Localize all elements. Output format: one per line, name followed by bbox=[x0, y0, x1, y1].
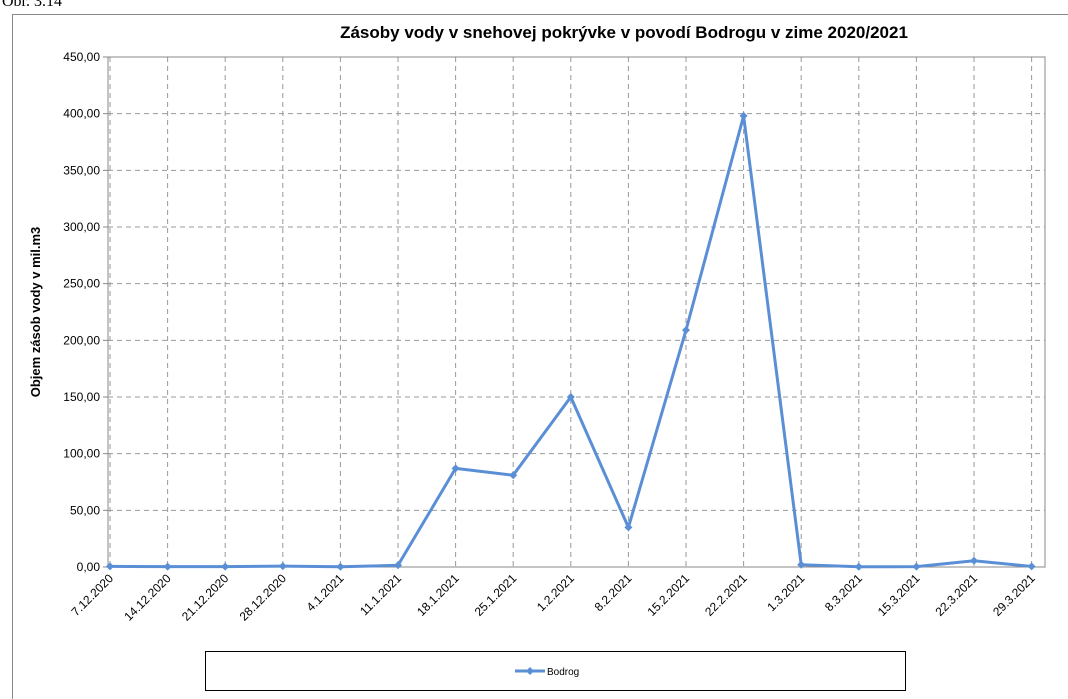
y-tick-label: 150,00 bbox=[63, 390, 100, 404]
x-tick-label: 28.12.2020 bbox=[237, 571, 290, 624]
x-tick-label: 29.3.2021 bbox=[990, 571, 1038, 619]
y-tick-label: 50,00 bbox=[70, 503, 100, 517]
x-tick-label: 22.2.2021 bbox=[702, 571, 750, 619]
x-tick-label: 1.2.2021 bbox=[534, 571, 577, 614]
plot-area bbox=[107, 56, 1046, 568]
x-tick-label: 11.1.2021 bbox=[357, 571, 404, 618]
x-tick-label: 25.1.2021 bbox=[472, 571, 520, 619]
y-tick-label: 400,00 bbox=[63, 107, 100, 121]
legend-box bbox=[205, 651, 906, 691]
x-tick-label: 18.1.2021 bbox=[414, 571, 462, 619]
data-point bbox=[854, 562, 863, 571]
x-tick-label: 15.3.2021 bbox=[875, 571, 923, 619]
data-point bbox=[451, 464, 460, 473]
data-point bbox=[739, 111, 748, 120]
data-point bbox=[509, 471, 518, 480]
data-point bbox=[797, 560, 806, 569]
y-tick-label: 250,00 bbox=[63, 277, 100, 291]
data-point bbox=[106, 562, 114, 571]
y-tick-label: 350,00 bbox=[63, 163, 100, 177]
x-tick-label: 8.2.2021 bbox=[592, 571, 635, 614]
y-tick-label: 200,00 bbox=[63, 333, 100, 347]
data-point bbox=[624, 523, 633, 532]
y-tick-label: 300,00 bbox=[63, 220, 100, 234]
chart-title: Zásoby vody v snehovej pokrývke v povodí… bbox=[340, 23, 908, 42]
data-point bbox=[278, 562, 287, 571]
data-point bbox=[221, 562, 230, 571]
data-point bbox=[394, 561, 402, 570]
y-tick-label: 100,00 bbox=[63, 447, 100, 461]
x-tick-label: 4.1.2021 bbox=[304, 571, 347, 614]
data-point bbox=[912, 562, 921, 571]
x-tick-label: 7.12.2020 bbox=[68, 571, 116, 619]
legend-marker bbox=[526, 667, 534, 675]
y-tick-label: 0,00 bbox=[77, 560, 101, 574]
data-point bbox=[336, 562, 345, 571]
data-point bbox=[682, 326, 690, 335]
caption: Obr. 3.14 bbox=[2, 0, 62, 10]
x-tick-label: 1.3.2021 bbox=[764, 571, 807, 614]
x-tick-label: 15.2.2021 bbox=[644, 571, 692, 619]
data-point bbox=[566, 393, 575, 401]
data-point bbox=[1027, 562, 1036, 571]
x-tick-label: 14.12.2020 bbox=[121, 571, 174, 624]
data-point bbox=[970, 556, 978, 565]
x-tick-label: 8.3.2021 bbox=[822, 571, 865, 614]
legend-label: Bodrog bbox=[547, 667, 579, 678]
y-axis-label: Objem zásob vody v mil.m3 bbox=[28, 227, 43, 398]
data-point bbox=[163, 562, 172, 571]
chart-frame bbox=[12, 14, 1068, 699]
x-tick-label: 22.3.2021 bbox=[932, 571, 980, 619]
x-tick-label: 21.12.2020 bbox=[179, 571, 232, 624]
y-tick-label: 450,00 bbox=[63, 50, 100, 64]
